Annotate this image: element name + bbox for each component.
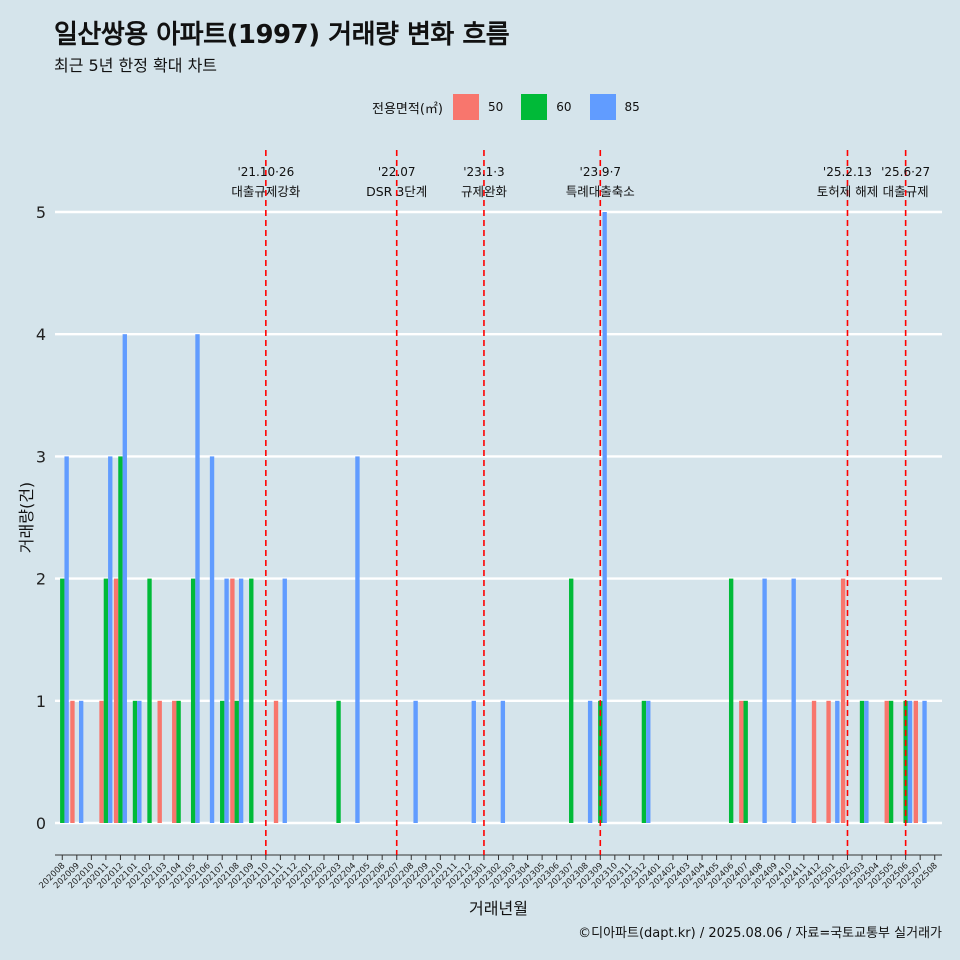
bar-50-202103 <box>157 700 162 823</box>
event-date-3: '23.9·7 <box>580 165 621 179</box>
bar-60-202407 <box>743 700 748 823</box>
y-tick-label-2: 2 <box>36 570 46 589</box>
event-label-1: DSR 3단계 <box>366 184 427 199</box>
y-tick-label-4: 4 <box>36 325 46 344</box>
bar-50-202507 <box>913 700 919 823</box>
event-label-0: 대출규제강화 <box>231 184 301 199</box>
y-tick-label-0: 0 <box>36 814 46 833</box>
legend-swatch-85 <box>589 94 616 120</box>
bar-60-202101 <box>132 700 138 823</box>
y-tick-label-5: 5 <box>36 203 46 222</box>
legend-title: 전용면적(㎡) <box>372 101 443 117</box>
event-label-4: 토허제 해제 <box>817 184 878 199</box>
event-label-5: 대출규제 <box>883 184 929 199</box>
bar-85-202009 <box>78 700 84 823</box>
bar-50-202505 <box>884 700 889 823</box>
y-tick-label-1: 1 <box>36 692 46 711</box>
bar-50-202108 <box>230 578 235 823</box>
legend-label-60: 60 <box>556 100 572 114</box>
bar-50-202501 <box>826 700 831 823</box>
legend-swatch-50 <box>452 94 479 120</box>
y-tick-label-3: 3 <box>36 447 46 466</box>
bar-85-202107 <box>224 578 229 823</box>
bar-50-202502 <box>840 578 846 823</box>
bar-50-202011 <box>99 700 104 823</box>
bar-85-202309 <box>602 212 607 823</box>
bar-60-202012 <box>118 456 123 823</box>
legend-label-85: 85 <box>624 100 640 114</box>
bar-60-202503 <box>859 700 865 823</box>
bar-60-202505 <box>888 700 894 823</box>
event-label-3: 특례대출축소 <box>566 184 635 199</box>
bar-85-202011 <box>108 456 113 823</box>
bar-60-202105 <box>190 578 196 823</box>
bar-85-202308 <box>587 700 593 823</box>
bar-50-202407 <box>739 700 744 823</box>
bar-85-202008 <box>64 456 69 823</box>
bar-85-202208 <box>413 700 418 823</box>
bar-85-202012 <box>122 334 127 823</box>
source-caption: ©디아파트(dapt.kr) / 2025.08.06 / 자료=국토교통부 실… <box>578 926 942 941</box>
bar-85-202111 <box>282 578 287 823</box>
chart-title: 일산쌍용 아파트(1997) 거래량 변화 흐름 <box>54 20 510 50</box>
event-label-2: 규제완화 <box>461 184 508 199</box>
bar-85-202204 <box>355 456 360 823</box>
x-axis-title: 거래년월 <box>469 899 528 918</box>
bar-60-202104 <box>176 700 181 823</box>
bar-50-202009 <box>70 700 75 823</box>
bar-85-202506 <box>907 700 913 823</box>
bar-85-202312 <box>646 700 651 823</box>
event-date-1: '22.07 <box>378 165 416 179</box>
chart-subtitle: 최근 5년 한정 확대 차트 <box>54 56 218 75</box>
event-date-5: '25.6·27 <box>881 165 930 179</box>
bar-60-202011 <box>103 578 109 823</box>
y-axis-title: 거래량(건) <box>17 482 36 553</box>
bar-85-202410 <box>791 578 796 823</box>
bar-85-202105 <box>195 334 200 823</box>
event-date-2: '23.1·3 <box>463 165 504 179</box>
bar-60-202108 <box>234 700 239 823</box>
bar-50-202412 <box>811 700 817 823</box>
legend: 전용면적(㎡) 50 60 85 <box>372 92 658 122</box>
bar-85-202501 <box>835 700 840 823</box>
bar-60-202107 <box>220 700 225 823</box>
bar-50-202111 <box>273 700 279 823</box>
bar-60-202203 <box>336 700 341 823</box>
event-date-4: '25.2.13 <box>823 165 872 179</box>
bar-60-202307 <box>569 578 574 823</box>
legend-label-50: 50 <box>487 100 504 114</box>
event-date-0: '21.10·26 <box>237 165 294 179</box>
bar-85-202408 <box>762 578 767 823</box>
bar-60-202312 <box>641 700 647 823</box>
bar-60-202008 <box>60 578 65 823</box>
bar-85-202302 <box>500 700 506 823</box>
bar-85-202503 <box>864 700 869 823</box>
bar-60-202109 <box>249 578 254 823</box>
bar-85-202108 <box>238 578 244 823</box>
bar-85-202507 <box>922 700 927 823</box>
bar-85-202212 <box>471 700 476 823</box>
bar-85-202106 <box>209 456 215 823</box>
bar-50-202104 <box>172 700 177 823</box>
legend-swatch-60 <box>521 94 548 120</box>
bar-85-202101 <box>137 700 142 823</box>
bar-60-202102 <box>147 578 152 823</box>
bar-50-202012 <box>113 578 119 823</box>
bar-60-202406 <box>728 578 734 823</box>
